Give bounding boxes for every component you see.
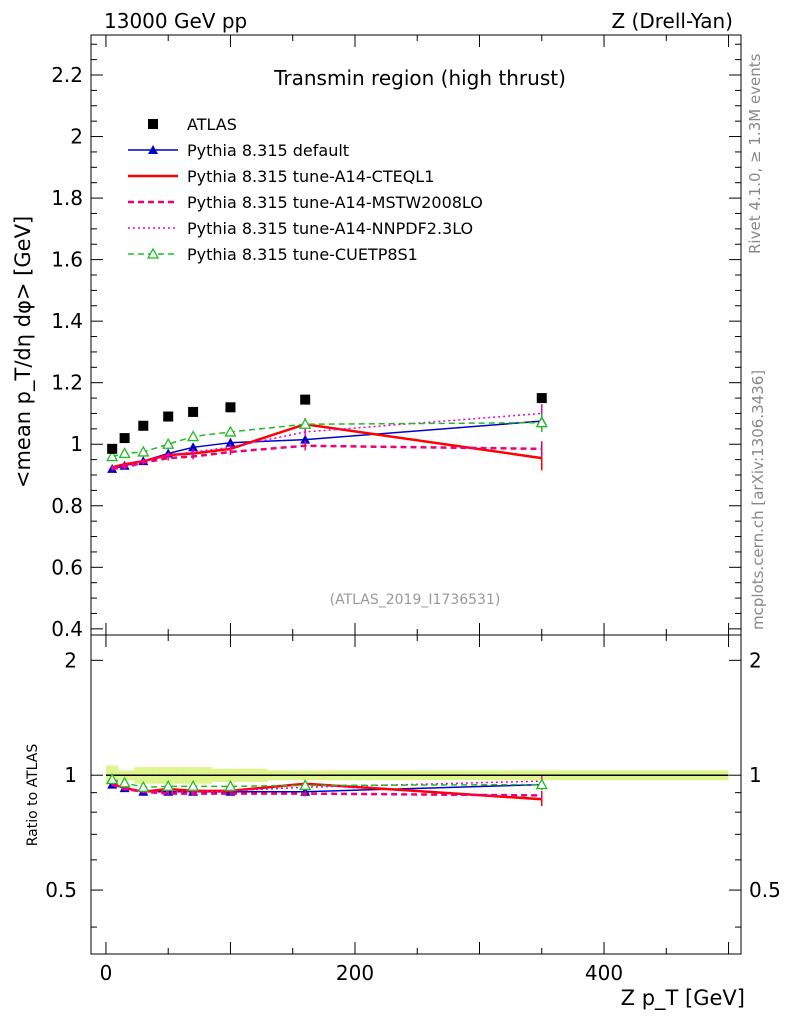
ratio-ytick-label-right: 0.5 <box>749 878 781 902</box>
pythia-8-315-tune-cuetp8s1-point <box>118 447 131 459</box>
pythia-8-315-default-point <box>188 442 199 452</box>
main-ytick-label: 0.4 <box>51 617 83 641</box>
pythia-8-315-tune-cuetp8s1-point <box>299 779 312 791</box>
ratio-ytick-label-right: 2 <box>749 648 762 672</box>
pythia-8-315-tune-cuetp8s1-point <box>106 450 119 462</box>
main-ytick-label: 0.8 <box>51 494 83 518</box>
atlas-data-point <box>163 411 174 422</box>
main-ticks <box>91 35 741 635</box>
main-ytick-label: 2.2 <box>51 63 83 87</box>
atlas-data-point <box>225 402 236 413</box>
x-axis-label: Z p_T [GeV] <box>621 986 745 1011</box>
atlas-data-point <box>119 433 130 444</box>
main-ytick-label: 1.2 <box>51 371 83 395</box>
ratio-ytick-labels: 0.5 0.5 1 1 2 2 <box>45 648 781 902</box>
main-ytick-label: 0.6 <box>51 555 83 579</box>
header-process: Z (Drell-Yan) <box>611 9 733 33</box>
legend-marker-pythia-8-315-default <box>148 145 158 154</box>
ratio-frame <box>90 634 742 955</box>
ratio-panel: 0.5 0.5 1 1 2 2 Ratio to ATLAS 0 200 400 Z p_T … <box>25 634 781 1011</box>
legend-label-pythia-8-315-tune-a14-nnpdf2-3lo: Pythia 8.315 tune-A14-NNPDF2.3LO <box>187 219 473 238</box>
legend-label-pythia-8-315-tune-a14-mstw2008lo: Pythia 8.315 tune-A14-MSTW2008LO <box>187 193 483 212</box>
pythia-8-315-tune-cuetp8s1-point <box>535 778 548 790</box>
chart-title: Transmin region (high thrust) <box>273 66 566 90</box>
mcplots-label: mcplots.cern.ch [arXiv:1306.3436] <box>749 370 767 630</box>
ratio-series-group <box>106 773 548 807</box>
atlas-data-point <box>107 443 118 454</box>
pythia-8-315-tune-cuetp8s1-line <box>111 778 542 788</box>
legend-label-atlas: ATLAS <box>187 115 237 134</box>
pythia-8-315-tune-cuetp8s1-point <box>299 417 312 429</box>
pythia-8-315-default-point <box>225 437 236 447</box>
pythia-8-315-tune-cuetp8s1-point <box>137 780 150 792</box>
pythia-8-315-tune-a14-nnpdf2-3lo-line <box>111 780 542 793</box>
pythia-8-315-tune-cuetp8s1-point <box>187 779 200 791</box>
pythia-8-315-tune-cuetp8s1-point <box>187 430 200 442</box>
pythia-8-315-tune-cuetp8s1-point <box>118 776 131 788</box>
pythia-8-315-tune-cuetp8s1-point <box>162 779 175 791</box>
atlas-data-point <box>536 393 547 404</box>
main-ytick-label: 1 <box>70 432 83 456</box>
main-panel: 0.4 0.6 0.8 1 1.2 1.4 1.6 1.8 2 2.2 Transmin regi… <box>11 34 742 641</box>
pythia-8-315-tune-a14-cteql1-line <box>111 422 542 469</box>
x-tick-labels: 0 200 400 <box>100 961 624 985</box>
legend-label-pythia-8-315-default: Pythia 8.315 default <box>187 141 349 160</box>
x-tick-label: 0 <box>100 961 113 985</box>
pythia-8-315-tune-a14-nnpdf2-3lo-line <box>112 412 542 469</box>
analysis-watermark: (ATLAS_2019_I1736531) <box>330 592 501 608</box>
pythia-8-315-tune-cuetp8s1-point <box>224 425 237 437</box>
pythia-8-315-tune-a14-mstw2008lo-line <box>111 783 542 797</box>
main-ytick-label: 1.6 <box>51 248 83 272</box>
pythia-8-315-tune-cuetp8s1-point <box>162 437 175 449</box>
ratio-ytick-label-right: 1 <box>749 763 762 787</box>
legend: ATLAS Pythia 8.315 default Pythia 8.315 tu… <box>128 115 483 264</box>
legend-label-pythia-8-315-tune-a14-cteql1: Pythia 8.315 tune-A14-CTEQL1 <box>187 167 434 186</box>
ratio-y-axis-label: Ratio to ATLAS <box>25 744 41 847</box>
ratio-ytick-label: 1 <box>64 763 77 787</box>
header-energy: 13000 GeV pp <box>104 9 247 33</box>
pythia-8-315-tune-cuetp8s1-point <box>224 779 237 791</box>
main-ytick-label: 2 <box>70 125 83 149</box>
legend-marker-atlas <box>148 119 158 129</box>
legend-marker-pythia-8-315-tune-cuetp8s1 <box>146 247 160 259</box>
ratio-ytick-label: 2 <box>64 648 77 672</box>
pythia-8-315-tune-cuetp8s1-point <box>535 416 548 428</box>
pythia-8-315-tune-a14-mstw2008lo-line <box>112 444 542 471</box>
rivet-version-label: Rivet 4.1.0, ≥ 1.3M events <box>746 53 764 254</box>
atlas-data-point <box>138 420 149 431</box>
main-ytick-label: 1.4 <box>51 309 83 333</box>
atlas-data-point <box>300 394 311 405</box>
pythia-8-315-tune-cuetp8s1-point <box>106 773 119 785</box>
ratio-uncertainty-band <box>105 765 729 786</box>
main-series-group <box>106 393 548 473</box>
ratio-ytick-label: 0.5 <box>45 878 77 902</box>
x-tick-label: 400 <box>585 961 623 985</box>
pythia-8-315-tune-cuetp8s1-point <box>137 445 150 457</box>
atlas-data-point <box>188 406 199 417</box>
pythia-8-315-default-point <box>300 434 311 444</box>
legend-label-pythia-8-315-tune-cuetp8s1: Pythia 8.315 tune-CUETP8S1 <box>187 245 418 264</box>
ratio-ticks <box>91 635 741 954</box>
main-ytick-label: 1.8 <box>51 186 83 210</box>
main-y-axis-label: <mean p_T/dη dφ> [GeV] <box>11 216 36 488</box>
main-ytick-labels: 0.4 0.6 0.8 1 1.2 1.4 1.6 1.8 2 2.2 <box>51 63 83 641</box>
x-tick-label: 200 <box>336 961 374 985</box>
